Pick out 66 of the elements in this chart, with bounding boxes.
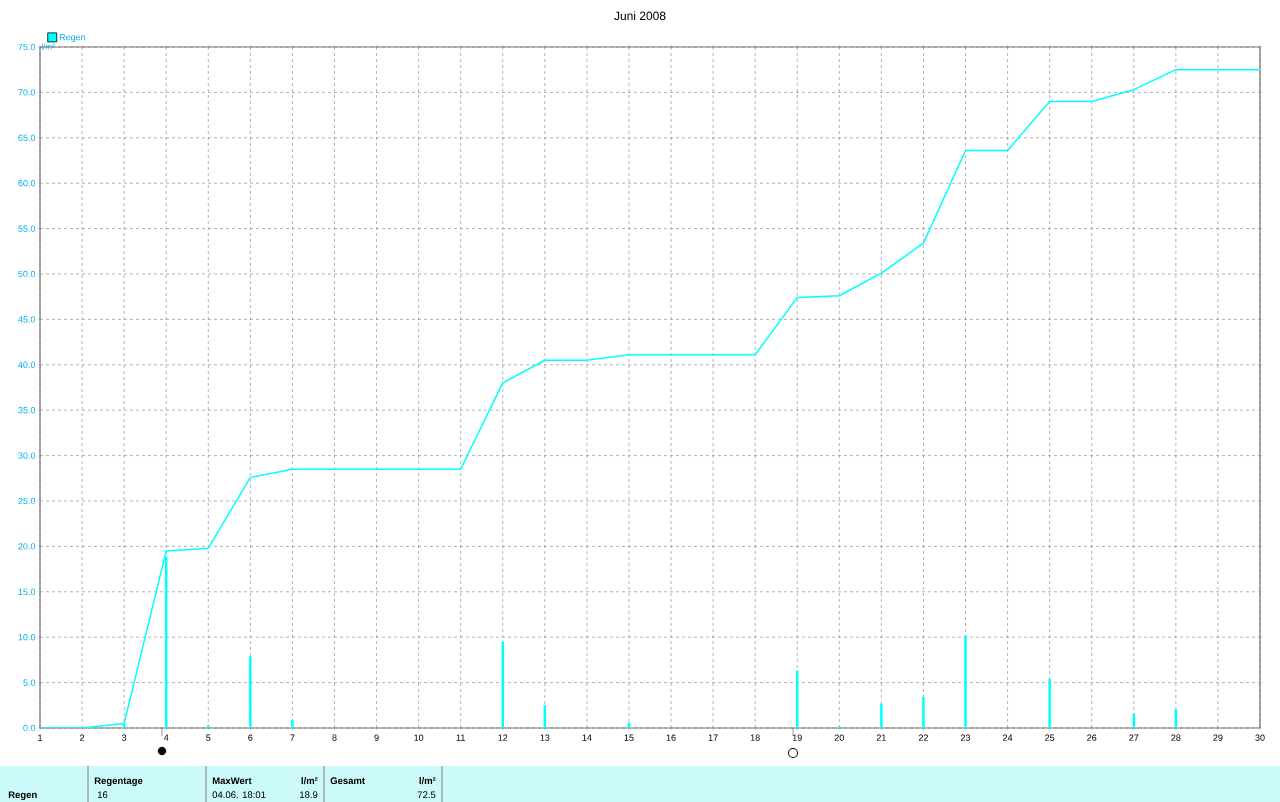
text: Regentage xyxy=(94,777,143,786)
x-tick-label: 6 xyxy=(248,734,253,741)
y-tick-label: 75.0 xyxy=(18,43,36,51)
y-tick-label: 30.0 xyxy=(18,452,36,459)
bar xyxy=(291,719,294,728)
x-tick-label: 24 xyxy=(1003,734,1013,741)
bar xyxy=(922,697,925,728)
bar xyxy=(880,703,883,728)
text: MaxWert xyxy=(212,777,252,785)
y-tick-label: 65.0 xyxy=(18,134,36,141)
x-tick-label: 1 xyxy=(38,734,43,741)
x-tick-label: 3 xyxy=(121,734,127,741)
chart-title: Juni 2008 xyxy=(614,11,666,21)
x-tick-label: 27 xyxy=(1129,734,1139,741)
x-tick-label: 17 xyxy=(708,734,718,741)
bar xyxy=(249,656,252,728)
x-tick-label: 25 xyxy=(1045,734,1055,741)
y-tick-label: 0.0 xyxy=(23,724,36,732)
x-tick-label: 16 xyxy=(666,734,676,741)
y-tick-label: 20.0 xyxy=(18,543,36,550)
x-tick-label: 19 xyxy=(792,734,802,741)
y-tick-label: 40.0 xyxy=(18,361,36,368)
x-tick-label: 23 xyxy=(960,734,971,741)
text: Regen xyxy=(8,791,37,800)
x-tick-label: 12 xyxy=(498,734,508,741)
x-tick-label: 21 xyxy=(876,734,886,741)
y-tick-label: 10.0 xyxy=(18,633,36,641)
x-tick-label: 26 xyxy=(1087,734,1097,741)
y-tick-label: 50.0 xyxy=(18,270,36,278)
x-tick-label: 28 xyxy=(1171,734,1181,741)
y-axis-title: l/m² xyxy=(41,43,55,50)
y-tick-label: 55.0 xyxy=(18,225,36,232)
x-tick-label: 5 xyxy=(206,734,211,741)
y-tick-label: 25.0 xyxy=(18,497,36,505)
x-tick-label: 4 xyxy=(163,734,169,741)
x-tick-label: 11 xyxy=(456,734,465,741)
x-tick-label: 14 xyxy=(582,734,592,741)
x-tick-label: 10 xyxy=(414,734,424,741)
text: 72.5 xyxy=(417,791,436,799)
y-tick-label: 45.0 xyxy=(18,316,36,323)
text: 18.9 xyxy=(300,791,318,799)
x-tick-label: 15 xyxy=(624,734,634,741)
x-tick-label: 13 xyxy=(540,734,550,741)
y-tick-label: 15.0 xyxy=(18,588,36,595)
y-tick-label: 70.0 xyxy=(18,89,36,96)
x-tick-label: 30 xyxy=(1255,734,1265,741)
x-tick-label: 20 xyxy=(834,734,844,741)
y-tick-label: 35.0 xyxy=(18,407,36,414)
text: l/m² xyxy=(419,777,436,785)
x-tick-label: 9 xyxy=(374,734,379,741)
x-tick-label: 7 xyxy=(290,734,295,741)
text: Gesamt xyxy=(330,777,365,785)
y-tick-label: 60.0 xyxy=(18,180,36,187)
x-tick-label: 29 xyxy=(1213,734,1223,741)
y-tick-label: 5.0 xyxy=(23,679,36,686)
legend-label: Regen xyxy=(59,34,86,43)
bar xyxy=(964,635,967,728)
x-tick-label: 8 xyxy=(332,734,337,741)
bar xyxy=(1048,678,1051,728)
text: 16 xyxy=(97,791,108,799)
bar xyxy=(207,725,210,728)
text: l/m² xyxy=(301,777,318,785)
text: 04.06. 18:01 xyxy=(212,791,266,799)
x-tick-label: 22 xyxy=(918,734,928,741)
x-tick-label: 2 xyxy=(80,734,85,741)
x-tick-label: 18 xyxy=(750,734,760,741)
